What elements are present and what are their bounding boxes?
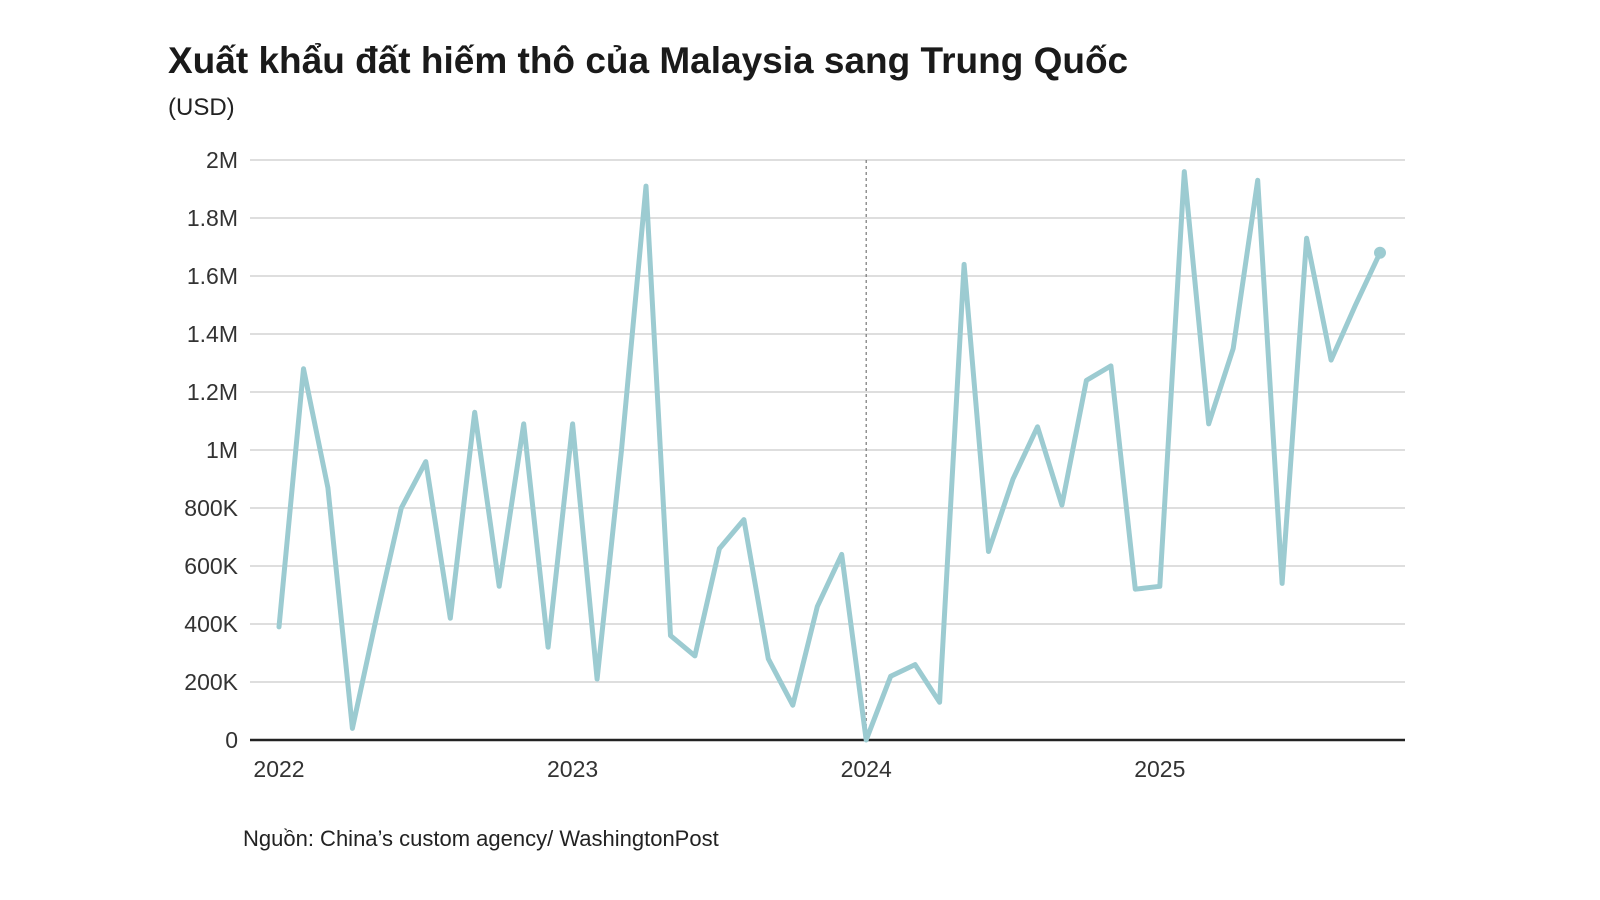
y-tick-label: 1.8M xyxy=(187,205,238,231)
unit-label: (USD) xyxy=(168,94,235,121)
y-tick-label: 400K xyxy=(184,611,238,637)
x-tick-label: 2024 xyxy=(841,756,892,782)
y-tick-label: 800K xyxy=(184,495,238,521)
source-note: Nguồn: China’s custom agency/ Washington… xyxy=(243,826,719,851)
x-tick-label: 2025 xyxy=(1134,756,1185,782)
y-tick-label: 2M xyxy=(206,147,238,173)
x-tick-label: 2022 xyxy=(253,756,304,782)
y-tick-label: 0 xyxy=(225,727,238,753)
y-tick-label: 1.4M xyxy=(187,321,238,347)
chart-title: Xuất khẩu đất hiếm thô của Malaysia sang… xyxy=(168,40,1129,81)
y-tick-label: 200K xyxy=(184,669,238,695)
y-tick-label: 600K xyxy=(184,553,238,579)
y-tick-label: 1.2M xyxy=(187,379,238,405)
y-tick-label: 1.6M xyxy=(187,263,238,289)
series-line xyxy=(276,169,1383,743)
y-tick-label: 1M xyxy=(206,437,238,463)
data-point xyxy=(1374,246,1386,259)
x-tick-label: 2023 xyxy=(547,756,598,782)
